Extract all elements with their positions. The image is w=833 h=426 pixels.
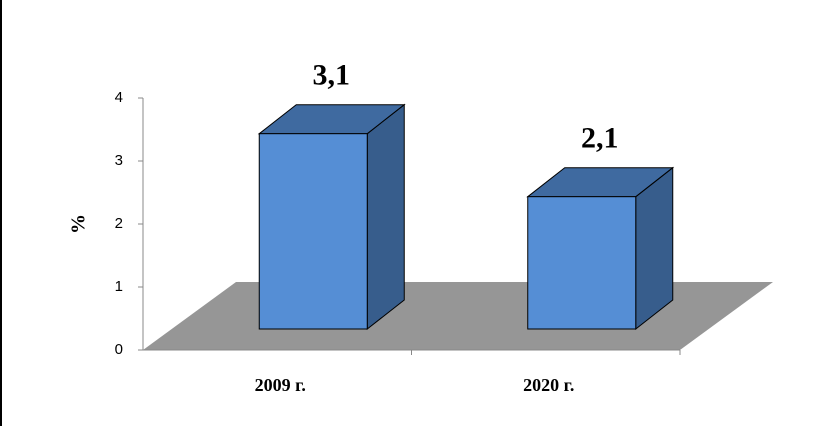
bar [527, 196, 637, 330]
bar [258, 133, 368, 330]
y-tick-label: 2 [115, 215, 123, 232]
x-tick-label: 2009 г. [255, 375, 306, 395]
value-label: 3,1 [313, 59, 351, 92]
y-tick-label: 1 [115, 278, 123, 295]
x-tick-label: 2020 г. [523, 375, 574, 395]
y-tick-label: 0 [115, 341, 123, 358]
y-axis-label: % [68, 214, 90, 234]
bar-side [366, 103, 405, 331]
floor [143, 282, 773, 350]
y-tick-label: 4 [115, 89, 123, 106]
value-label: 2,1 [581, 122, 619, 155]
y-tick-label: 3 [115, 152, 123, 169]
